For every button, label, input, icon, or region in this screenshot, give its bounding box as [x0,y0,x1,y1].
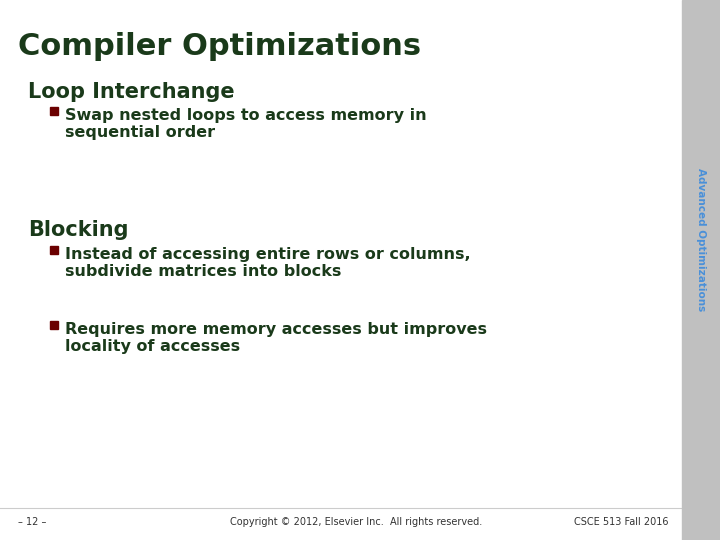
Text: Copyright © 2012, Elsevier Inc.  All rights reserved.: Copyright © 2012, Elsevier Inc. All righ… [230,517,482,527]
Bar [50,246,58,254]
Text: Requires more memory accesses but improves
locality of accesses: Requires more memory accesses but improv… [65,322,487,354]
Bar [50,107,58,115]
Text: CSCE 513 Fall 2016: CSCE 513 Fall 2016 [574,517,668,527]
Text: Blocking: Blocking [28,220,128,240]
Text: Loop Interchange: Loop Interchange [28,82,235,102]
Text: – 12 –: – 12 – [18,517,46,527]
Text: Swap nested loops to access memory in
sequential order: Swap nested loops to access memory in se… [65,108,427,140]
Text: Compiler Optimizations: Compiler Optimizations [18,32,421,61]
Bar [682,0,720,540]
Bar [50,321,58,329]
Text: Advanced Optimizations: Advanced Optimizations [696,168,706,312]
Text: Instead of accessing entire rows or columns,
subdivide matrices into blocks: Instead of accessing entire rows or colu… [65,247,471,279]
